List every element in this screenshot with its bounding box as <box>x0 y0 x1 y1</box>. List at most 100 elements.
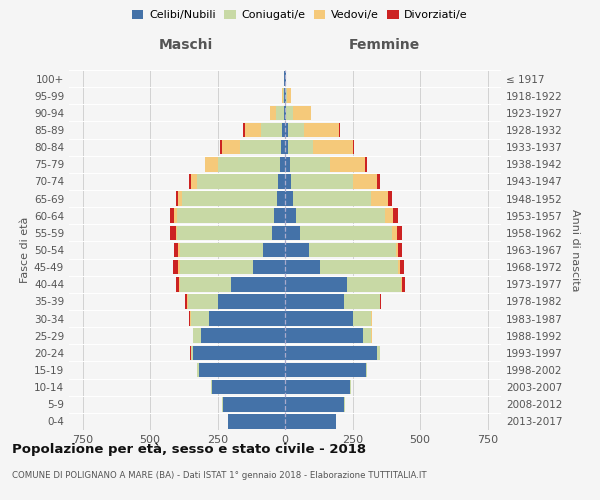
Text: COMUNE DI POLIGNANO A MARE (BA) - Dati ISTAT 1° gennaio 2018 - Elaborazione TUTT: COMUNE DI POLIGNANO A MARE (BA) - Dati I… <box>12 471 427 480</box>
Bar <box>189 174 191 188</box>
Bar <box>285 226 300 240</box>
Bar <box>283 122 285 138</box>
Bar <box>205 157 218 172</box>
Bar <box>170 208 175 223</box>
Bar <box>285 346 377 360</box>
Bar <box>285 174 291 188</box>
Bar <box>197 174 278 188</box>
Bar <box>178 260 180 274</box>
Bar <box>179 277 180 291</box>
Bar <box>277 192 285 206</box>
Bar <box>176 192 178 206</box>
Bar <box>212 380 285 394</box>
Bar <box>385 208 393 223</box>
Bar <box>180 242 263 258</box>
Bar <box>223 397 285 411</box>
Bar <box>270 106 275 120</box>
Bar <box>283 88 284 103</box>
Bar <box>285 106 286 120</box>
Bar <box>284 106 285 120</box>
Bar <box>398 260 400 274</box>
Bar <box>176 277 179 291</box>
Bar <box>287 88 291 103</box>
Bar <box>263 242 285 258</box>
Bar <box>285 88 286 103</box>
Bar <box>285 414 337 428</box>
Bar <box>300 226 392 240</box>
Bar <box>380 294 382 308</box>
Bar <box>282 88 283 103</box>
Bar <box>353 312 371 326</box>
Y-axis label: Anni di nascita: Anni di nascita <box>569 209 580 291</box>
Bar <box>241 140 281 154</box>
Bar <box>274 208 285 223</box>
Bar <box>170 226 176 240</box>
Text: Popolazione per età, sesso e stato civile - 2018: Popolazione per età, sesso e stato civil… <box>12 442 366 456</box>
Bar <box>280 157 285 172</box>
Legend: Celibi/Nubili, Coniugati/e, Vedovi/e, Divorziati/e: Celibi/Nubili, Coniugati/e, Vedovi/e, Di… <box>128 6 472 25</box>
Bar <box>197 362 199 378</box>
Bar <box>400 260 404 274</box>
Y-axis label: Fasce di età: Fasce di età <box>20 217 30 283</box>
Bar <box>231 277 285 291</box>
Bar <box>185 294 187 308</box>
Bar <box>285 157 290 172</box>
Bar <box>182 192 277 206</box>
Bar <box>310 242 396 258</box>
Bar <box>286 106 293 120</box>
Bar <box>285 122 288 138</box>
Bar <box>209 312 285 326</box>
Bar <box>398 242 403 258</box>
Text: Femmine: Femmine <box>349 38 420 52</box>
Bar <box>175 208 177 223</box>
Bar <box>176 226 177 240</box>
Bar <box>177 226 271 240</box>
Bar <box>285 397 344 411</box>
Bar <box>339 122 340 138</box>
Bar <box>371 312 373 326</box>
Bar <box>293 106 311 120</box>
Bar <box>191 174 197 188</box>
Bar <box>218 157 280 172</box>
Bar <box>393 208 398 223</box>
Bar <box>180 277 231 291</box>
Bar <box>392 226 397 240</box>
Bar <box>296 208 385 223</box>
Bar <box>174 242 178 258</box>
Bar <box>285 380 350 394</box>
Bar <box>313 140 353 154</box>
Bar <box>275 106 284 120</box>
Bar <box>285 192 293 206</box>
Bar <box>285 260 320 274</box>
Bar <box>288 140 313 154</box>
Bar <box>193 346 285 360</box>
Bar <box>402 277 404 291</box>
Bar <box>288 122 304 138</box>
Bar <box>353 140 355 154</box>
Bar <box>253 260 285 274</box>
Bar <box>377 346 380 360</box>
Bar <box>190 312 209 326</box>
Bar <box>177 208 274 223</box>
Bar <box>202 328 285 343</box>
Bar <box>285 294 344 308</box>
Bar <box>178 192 182 206</box>
Bar <box>220 140 221 154</box>
Bar <box>281 140 285 154</box>
Bar <box>304 122 339 138</box>
Bar <box>285 362 366 378</box>
Bar <box>180 260 253 274</box>
Bar <box>199 362 285 378</box>
Bar <box>293 192 371 206</box>
Bar <box>286 88 287 103</box>
Bar <box>285 328 364 343</box>
Text: Maschi: Maschi <box>158 38 213 52</box>
Bar <box>347 277 401 291</box>
Bar <box>344 294 380 308</box>
Bar <box>285 312 353 326</box>
Bar <box>401 277 402 291</box>
Bar <box>218 294 285 308</box>
Bar <box>260 122 283 138</box>
Bar <box>173 260 178 274</box>
Bar <box>377 174 380 188</box>
